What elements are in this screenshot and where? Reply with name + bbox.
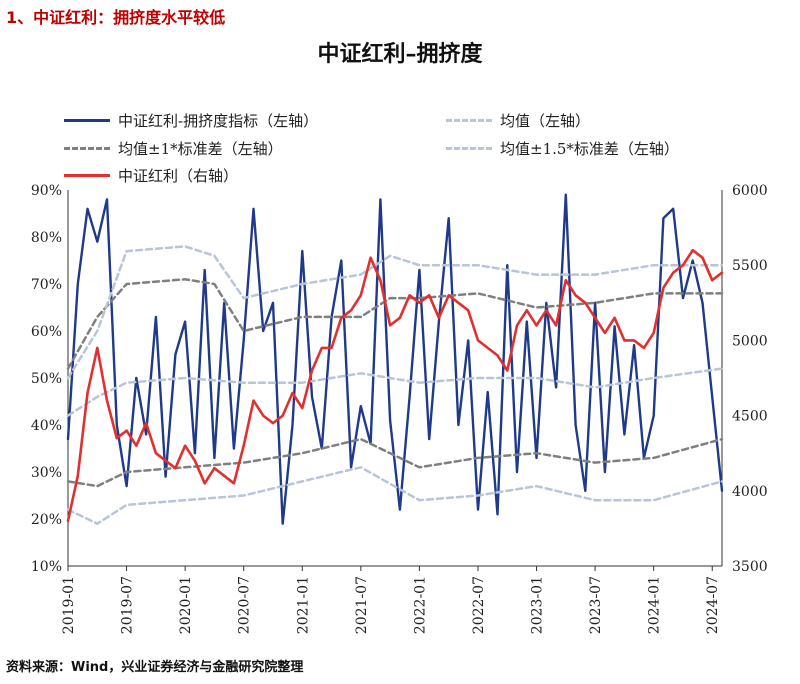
- x-tick-label: 2020-07: [237, 576, 253, 634]
- legend-mean-swatch: [446, 119, 492, 122]
- x-tick-label: 2022-07: [471, 576, 487, 634]
- legend-band1-label: 均值±1*标准差（左轴）: [118, 140, 283, 158]
- chart-series: [66, 193, 724, 525]
- y-left-tick-label: 90%: [31, 183, 62, 199]
- legend-crowding: 中证红利-拥挤度指标（左轴）: [64, 110, 318, 131]
- section-title: 1、中证红利：拥挤度水平较低: [6, 8, 226, 27]
- legend-band1-swatch: [64, 147, 110, 150]
- x-tick-label: 2024-01: [647, 576, 663, 634]
- legend-index: 中证红利（右轴）: [64, 165, 238, 186]
- y-left-tick-label: 10%: [31, 559, 62, 575]
- series-line-0: [66, 193, 724, 525]
- x-tick-label: 2023-01: [530, 576, 546, 634]
- source-note: 资料来源：Wind，兴业证券经济与金融研究院整理: [6, 660, 304, 675]
- x-tick-label: 2024-07: [705, 576, 721, 634]
- x-tick-label: 2019-01: [61, 576, 77, 634]
- series-line-5: [66, 466, 724, 525]
- y-right-tick-label: 5000: [732, 333, 768, 349]
- y-left-tick-label: 70%: [31, 277, 62, 293]
- legend-crowding-swatch: [64, 119, 110, 122]
- legend-band15-label: 均值±1.5*标准差（左轴）: [500, 140, 679, 158]
- y-left-tick-label: 80%: [31, 230, 62, 246]
- y-left-tick-label: 40%: [31, 418, 62, 434]
- series-line-6: [66, 248, 724, 523]
- series-line-3: [66, 437, 724, 488]
- series-line-4: [66, 245, 724, 380]
- chart-title: 中证红利–拥挤度: [317, 41, 483, 67]
- x-tick-label: 2021-01: [295, 576, 311, 634]
- legend-mean: 均值（左轴）: [446, 110, 590, 131]
- legend-mean-label: 均值（左轴）: [500, 112, 591, 130]
- legend-band1: 均值±1*标准差（左轴）: [64, 138, 283, 159]
- legend-index-swatch: [64, 174, 110, 177]
- series-line-1: [66, 367, 724, 417]
- y-right-tick-label: 6000: [732, 183, 768, 199]
- x-tick-label: 2023-07: [588, 576, 604, 634]
- legend-index-label: 中证红利（右轴）: [118, 167, 239, 185]
- y-left-tick-label: 50%: [31, 371, 62, 387]
- y-right-tick-label: 4500: [732, 409, 768, 425]
- y-right-tick-label: 5500: [732, 258, 768, 274]
- x-tick-label: 2019-07: [120, 576, 136, 634]
- legend-band15-swatch: [446, 147, 492, 150]
- x-tick-label: 2021-07: [354, 576, 370, 634]
- x-tick-label: 2020-01: [178, 576, 194, 634]
- x-tick-label: 2022-01: [412, 576, 428, 634]
- y-left-tick-label: 30%: [31, 465, 62, 481]
- legend-band15: 均值±1.5*标准差（左轴）: [446, 138, 679, 159]
- y-right-tick-label: 3500: [732, 559, 768, 575]
- series-line-2: [66, 278, 724, 370]
- y-left-tick-label: 60%: [31, 324, 62, 340]
- legend-crowding-label: 中证红利-拥挤度指标（左轴）: [118, 112, 319, 130]
- chart-axes: 10% 20% 30% 40% 50% 60% 70% 80% 90% 3500 4000 4500 5…: [31, 183, 768, 634]
- y-right-tick-label: 4000: [732, 484, 768, 500]
- y-left-tick-label: 20%: [31, 512, 62, 528]
